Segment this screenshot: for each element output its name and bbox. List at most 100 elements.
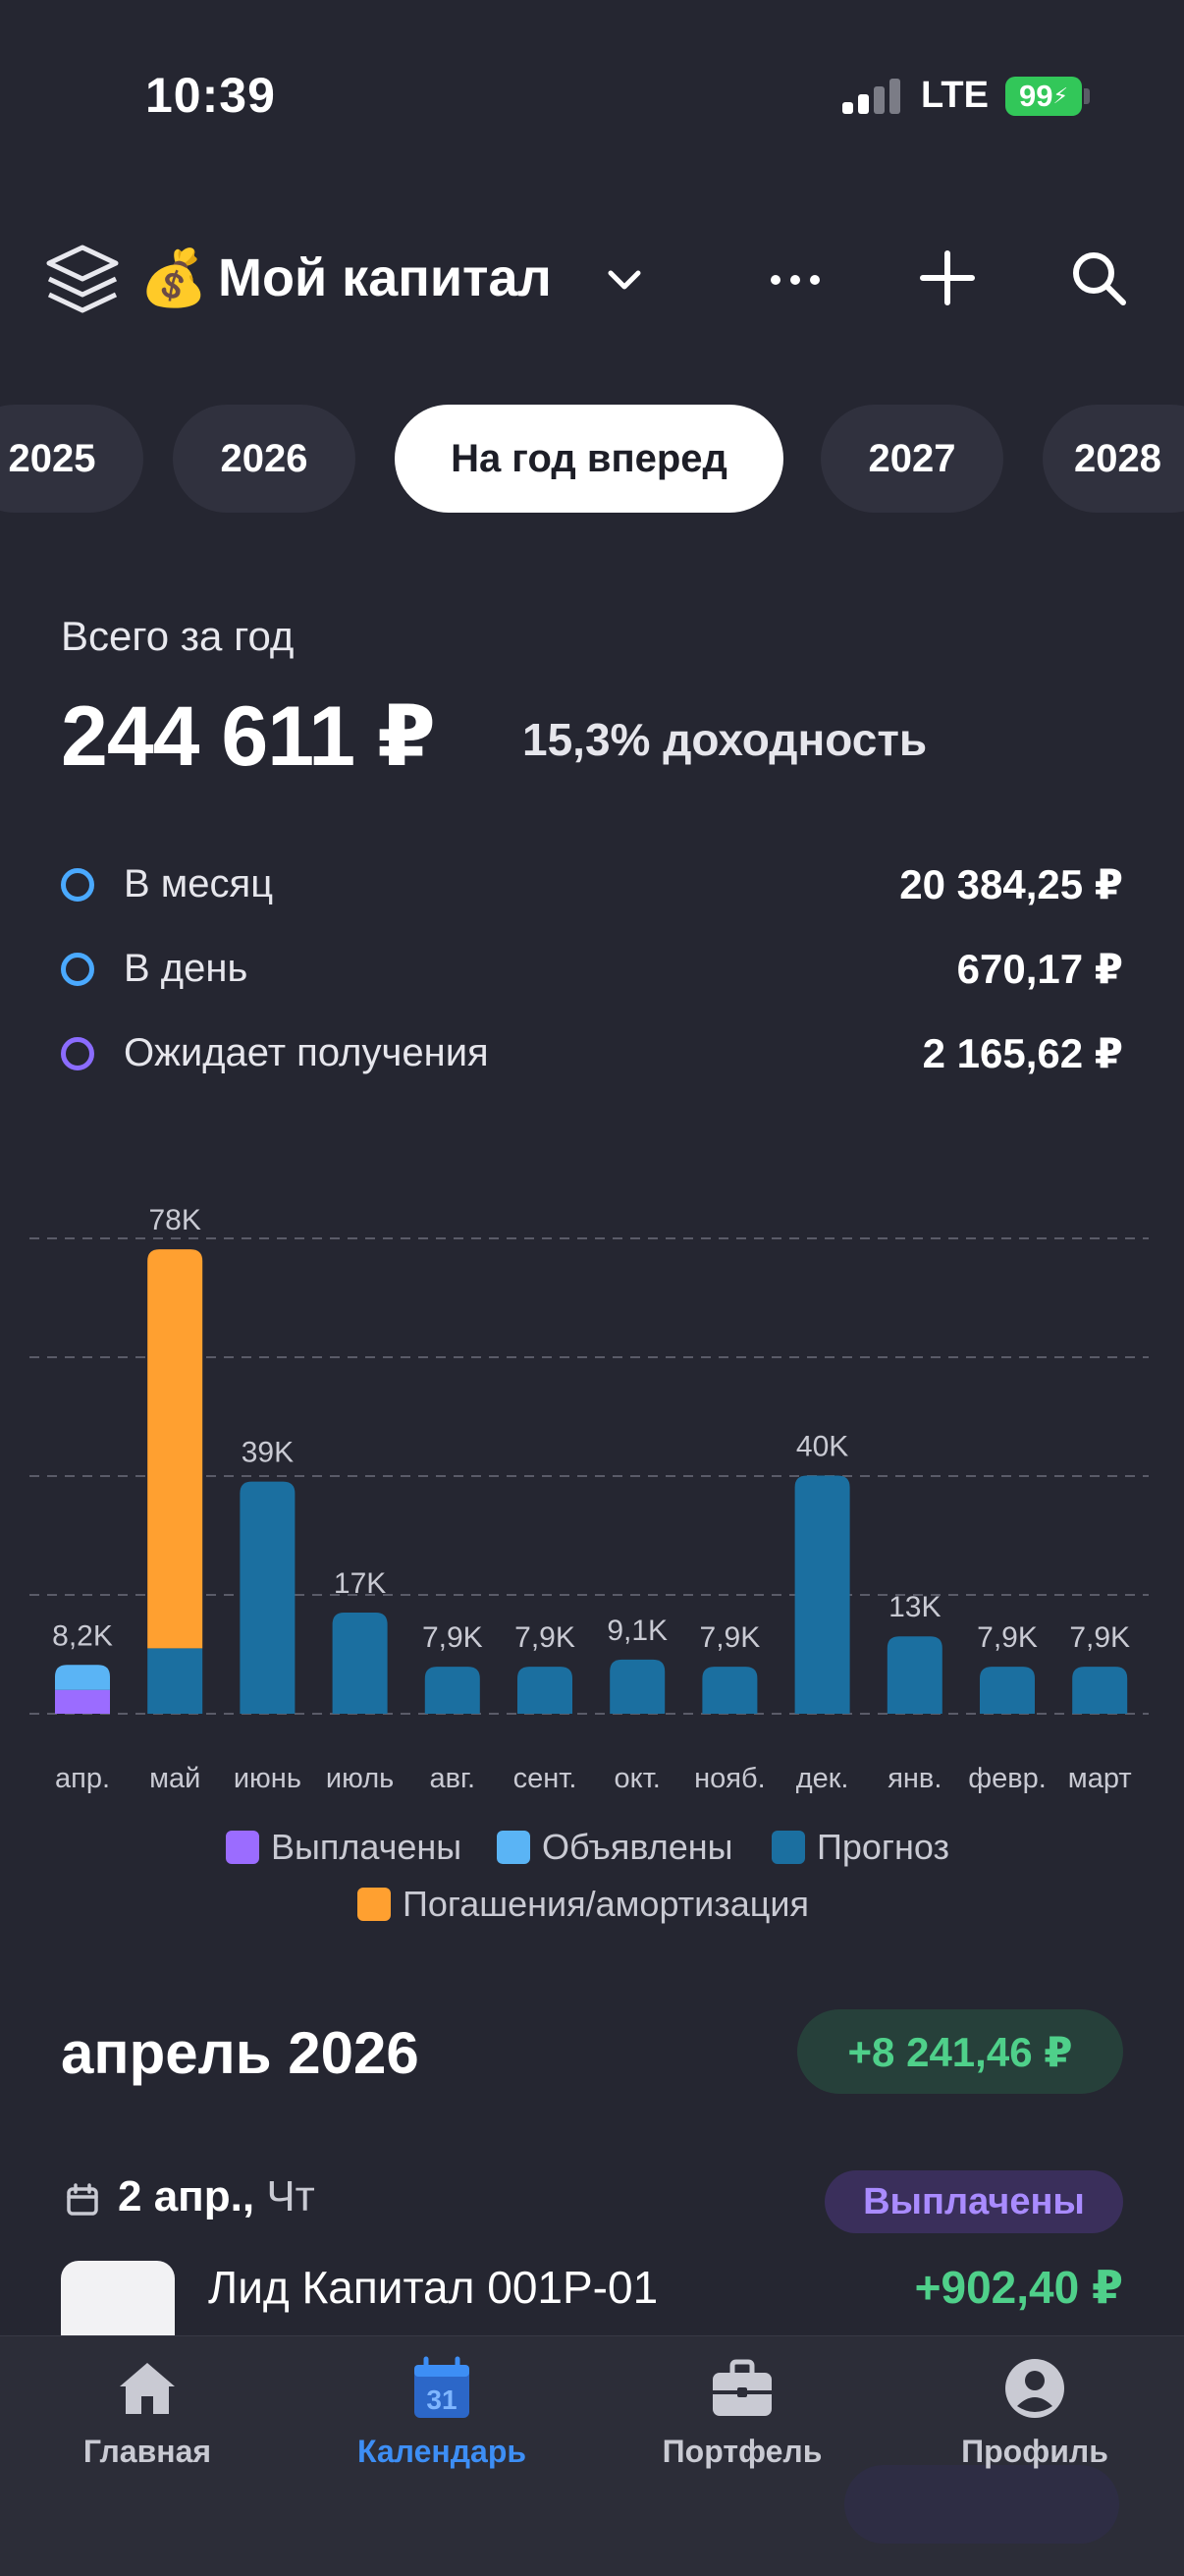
x-tick-label: окт. [615,1763,661,1794]
x-tick-label: март [1068,1763,1132,1794]
x-tick-label: янв. [888,1763,942,1794]
x-tick-label: июль [326,1763,394,1794]
legend-forecast-swatch [772,1831,805,1864]
x-tick-label: февр. [968,1763,1047,1794]
signal-icon [842,79,903,114]
x-tick-label: май [149,1763,200,1794]
per-month-icon [61,868,94,902]
bar-segment[interactable] [517,1667,572,1714]
status-badge: Выплачены [825,2170,1123,2233]
nav-calendar[interactable]: 31 Календарь [295,2355,589,2493]
legend-paid-label: Выплачены [271,1827,462,1867]
per-day-value: 670,17 ₽ [956,946,1123,992]
battery-level: 99 [1019,79,1053,113]
event-amount: +902,40 ₽ [914,2262,1123,2313]
x-tick-label: авг. [429,1763,475,1794]
month-total-badge: +8 241,46 ₽ [797,2009,1123,2094]
bar-value-label: 7,9K [977,1621,1038,1654]
bar-segment[interactable] [147,1648,203,1714]
pending-label: Ожидает получения [124,1031,489,1074]
legend-forecast-label: Прогноз [817,1827,950,1867]
x-tick-label: нояб. [694,1763,766,1794]
bar-value-label: 8,2K [52,1619,113,1652]
briefcase-icon [713,2359,772,2416]
bar-value-label: 39K [242,1437,294,1469]
bar-segment[interactable] [980,1667,1035,1714]
status-time: 10:39 [145,68,276,123]
profile-icon [1005,2359,1064,2418]
nav-home-label: Главная [82,2434,212,2469]
calendar-small-icon [67,2183,98,2216]
legend-forecast: Прогноз [772,1827,949,1868]
bar-value-label: 40K [796,1431,848,1463]
battery-cap [1084,88,1090,104]
nav-calendar-label: Календарь [356,2434,527,2469]
bar-value-label: 78K [149,1204,201,1236]
per-day-icon [61,953,94,986]
legend-announced-swatch [497,1831,530,1864]
legend-redemption: Погашения/амортизация [357,1884,809,1925]
payments-bar-chart[interactable]: 8,2K апр. 78K май 39K июнь 17K июль 7,9K авг. 7,9K… [0,1159,1184,1807]
chevron-down-icon[interactable] [603,259,646,302]
total-value: 244 611 ₽ [61,689,436,784]
layers-icon[interactable] [45,242,120,316]
event-weekday: Чт [266,2172,315,2220]
search-icon[interactable] [1068,247,1129,308]
tab-2026[interactable]: 2026 [173,405,355,513]
bar-value-label: 7,9K [1069,1621,1130,1654]
pending-icon [61,1037,94,1070]
x-tick-label: дек. [796,1763,849,1794]
bar-value-label: 7,9K [700,1621,761,1654]
total-label: Всего за год [61,613,295,659]
x-tick-label: сент. [513,1763,577,1794]
nav-profile-label: Профиль [961,2434,1108,2469]
tab-2028[interactable]: 2028 [1043,405,1184,513]
bar-value-label: 9,1K [607,1615,668,1647]
network-type: LTE [921,75,989,116]
x-tick-label: июнь [234,1763,301,1794]
legend-paid-swatch [226,1831,259,1864]
bar-segment[interactable] [610,1659,666,1714]
bar-segment[interactable] [794,1475,850,1715]
legend-redemption-label: Погашения/амортизация [403,1884,810,1924]
legend-paid: Выплачены [226,1827,461,1868]
bar-segment[interactable] [332,1612,388,1714]
bar-value-label: 17K [334,1567,386,1600]
floating-blur [844,2465,1119,2544]
home-icon [120,2363,175,2414]
bar-segment[interactable] [887,1636,942,1714]
tab-2027[interactable]: 2027 [821,405,1003,513]
money-bag-icon: 💰 [139,247,208,308]
bar-value-label: 7,9K [514,1621,575,1654]
per-month-value: 20 384,25 ₽ [899,861,1123,907]
bar-segment[interactable] [55,1689,110,1714]
add-icon[interactable] [917,247,978,308]
per-day-label: В день [124,947,248,990]
nav-profile[interactable]: Профиль [888,2355,1182,2493]
bar-segment[interactable] [702,1667,758,1714]
portfolio-title[interactable]: Мой капитал [218,248,552,307]
nav-portfolio[interactable]: Портфель [595,2355,889,2493]
x-tick-label: апр. [55,1763,110,1794]
more-icon[interactable] [766,255,825,304]
bar-segment[interactable] [1072,1667,1128,1714]
event-bond-name[interactable]: Лид Капитал 001P-01 [208,2262,659,2313]
bar-segment[interactable] [147,1249,203,1649]
tab-year-ahead[interactable]: На год вперед [395,405,783,513]
tab-2025[interactable]: 2025 [0,405,143,513]
event-date-day: 2 апр., [118,2172,255,2220]
nav-home[interactable]: Главная [0,2355,295,2493]
nav-portfolio-label: Портфель [662,2434,823,2469]
bar-segment[interactable] [55,1665,110,1690]
month-title: апрель 2026 [61,2020,419,2086]
legend-redemption-swatch [357,1888,391,1921]
legend-announced: Объявлены [497,1827,733,1868]
legend-announced-label: Объявлены [542,1827,733,1867]
bar-segment[interactable] [424,1667,480,1714]
calendar-icon-day: 31 [426,2384,457,2415]
bar-value-label: 7,9K [422,1621,483,1654]
bar-value-label: 13K [888,1591,941,1623]
pending-value: 2 165,62 ₽ [922,1030,1123,1076]
battery-icon: 99 ⚡ [1005,77,1082,116]
bar-segment[interactable] [240,1481,296,1714]
